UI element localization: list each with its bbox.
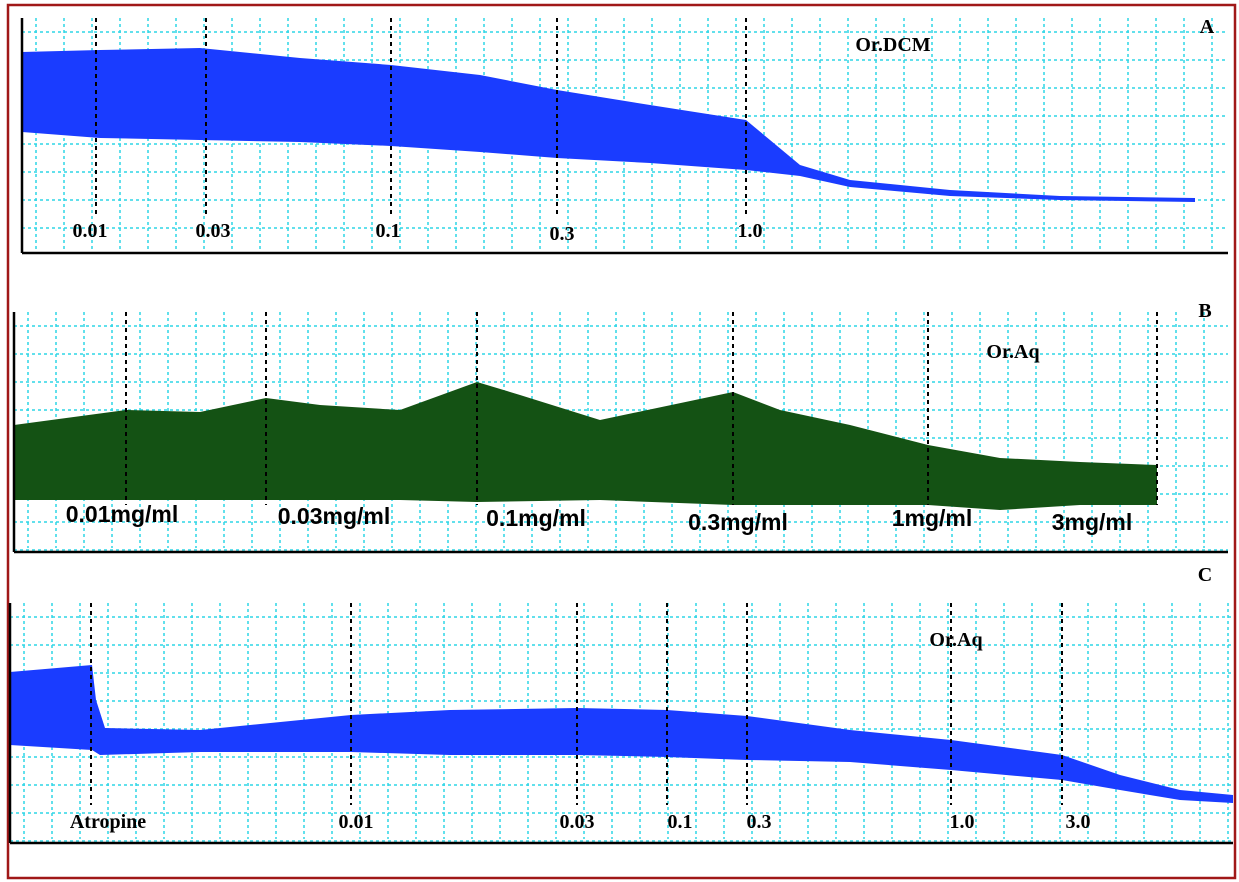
dose-label: 0.01 <box>73 220 108 242</box>
dose-label: 0.03 <box>196 220 231 242</box>
dose-label: 0.3 <box>747 811 772 833</box>
dose-label: Atropine <box>70 811 146 833</box>
dose-label: 0.03mg/ml <box>278 503 391 529</box>
trace <box>22 48 1195 202</box>
dose-label: 0.3 <box>550 223 575 245</box>
trace <box>14 382 1157 510</box>
dose-label: 1.0 <box>738 220 763 242</box>
dose-label: 0.01mg/ml <box>66 501 179 527</box>
dose-label: 0.01 <box>339 811 374 833</box>
dose-label: 0.1 <box>668 811 693 833</box>
trace <box>10 665 1233 803</box>
panel-letter: B <box>1198 300 1211 322</box>
dose-label: 3.0 <box>1066 811 1091 833</box>
panel-letter: A <box>1200 16 1215 38</box>
dose-label: 3mg/ml <box>1052 509 1133 535</box>
dose-label: 0.03 <box>560 811 595 833</box>
trace-title: Or.Aq <box>986 341 1039 363</box>
dose-label: 0.1 <box>376 220 401 242</box>
dose-label: 0.1mg/ml <box>486 505 586 531</box>
panel-letter: C <box>1198 564 1212 586</box>
trace-title: Or.Aq <box>929 629 982 651</box>
dose-label: 1.0 <box>950 811 975 833</box>
dose-label: 1mg/ml <box>892 505 973 531</box>
trace-title: Or.DCM <box>855 34 930 56</box>
dose-label: 0.3mg/ml <box>688 509 788 535</box>
